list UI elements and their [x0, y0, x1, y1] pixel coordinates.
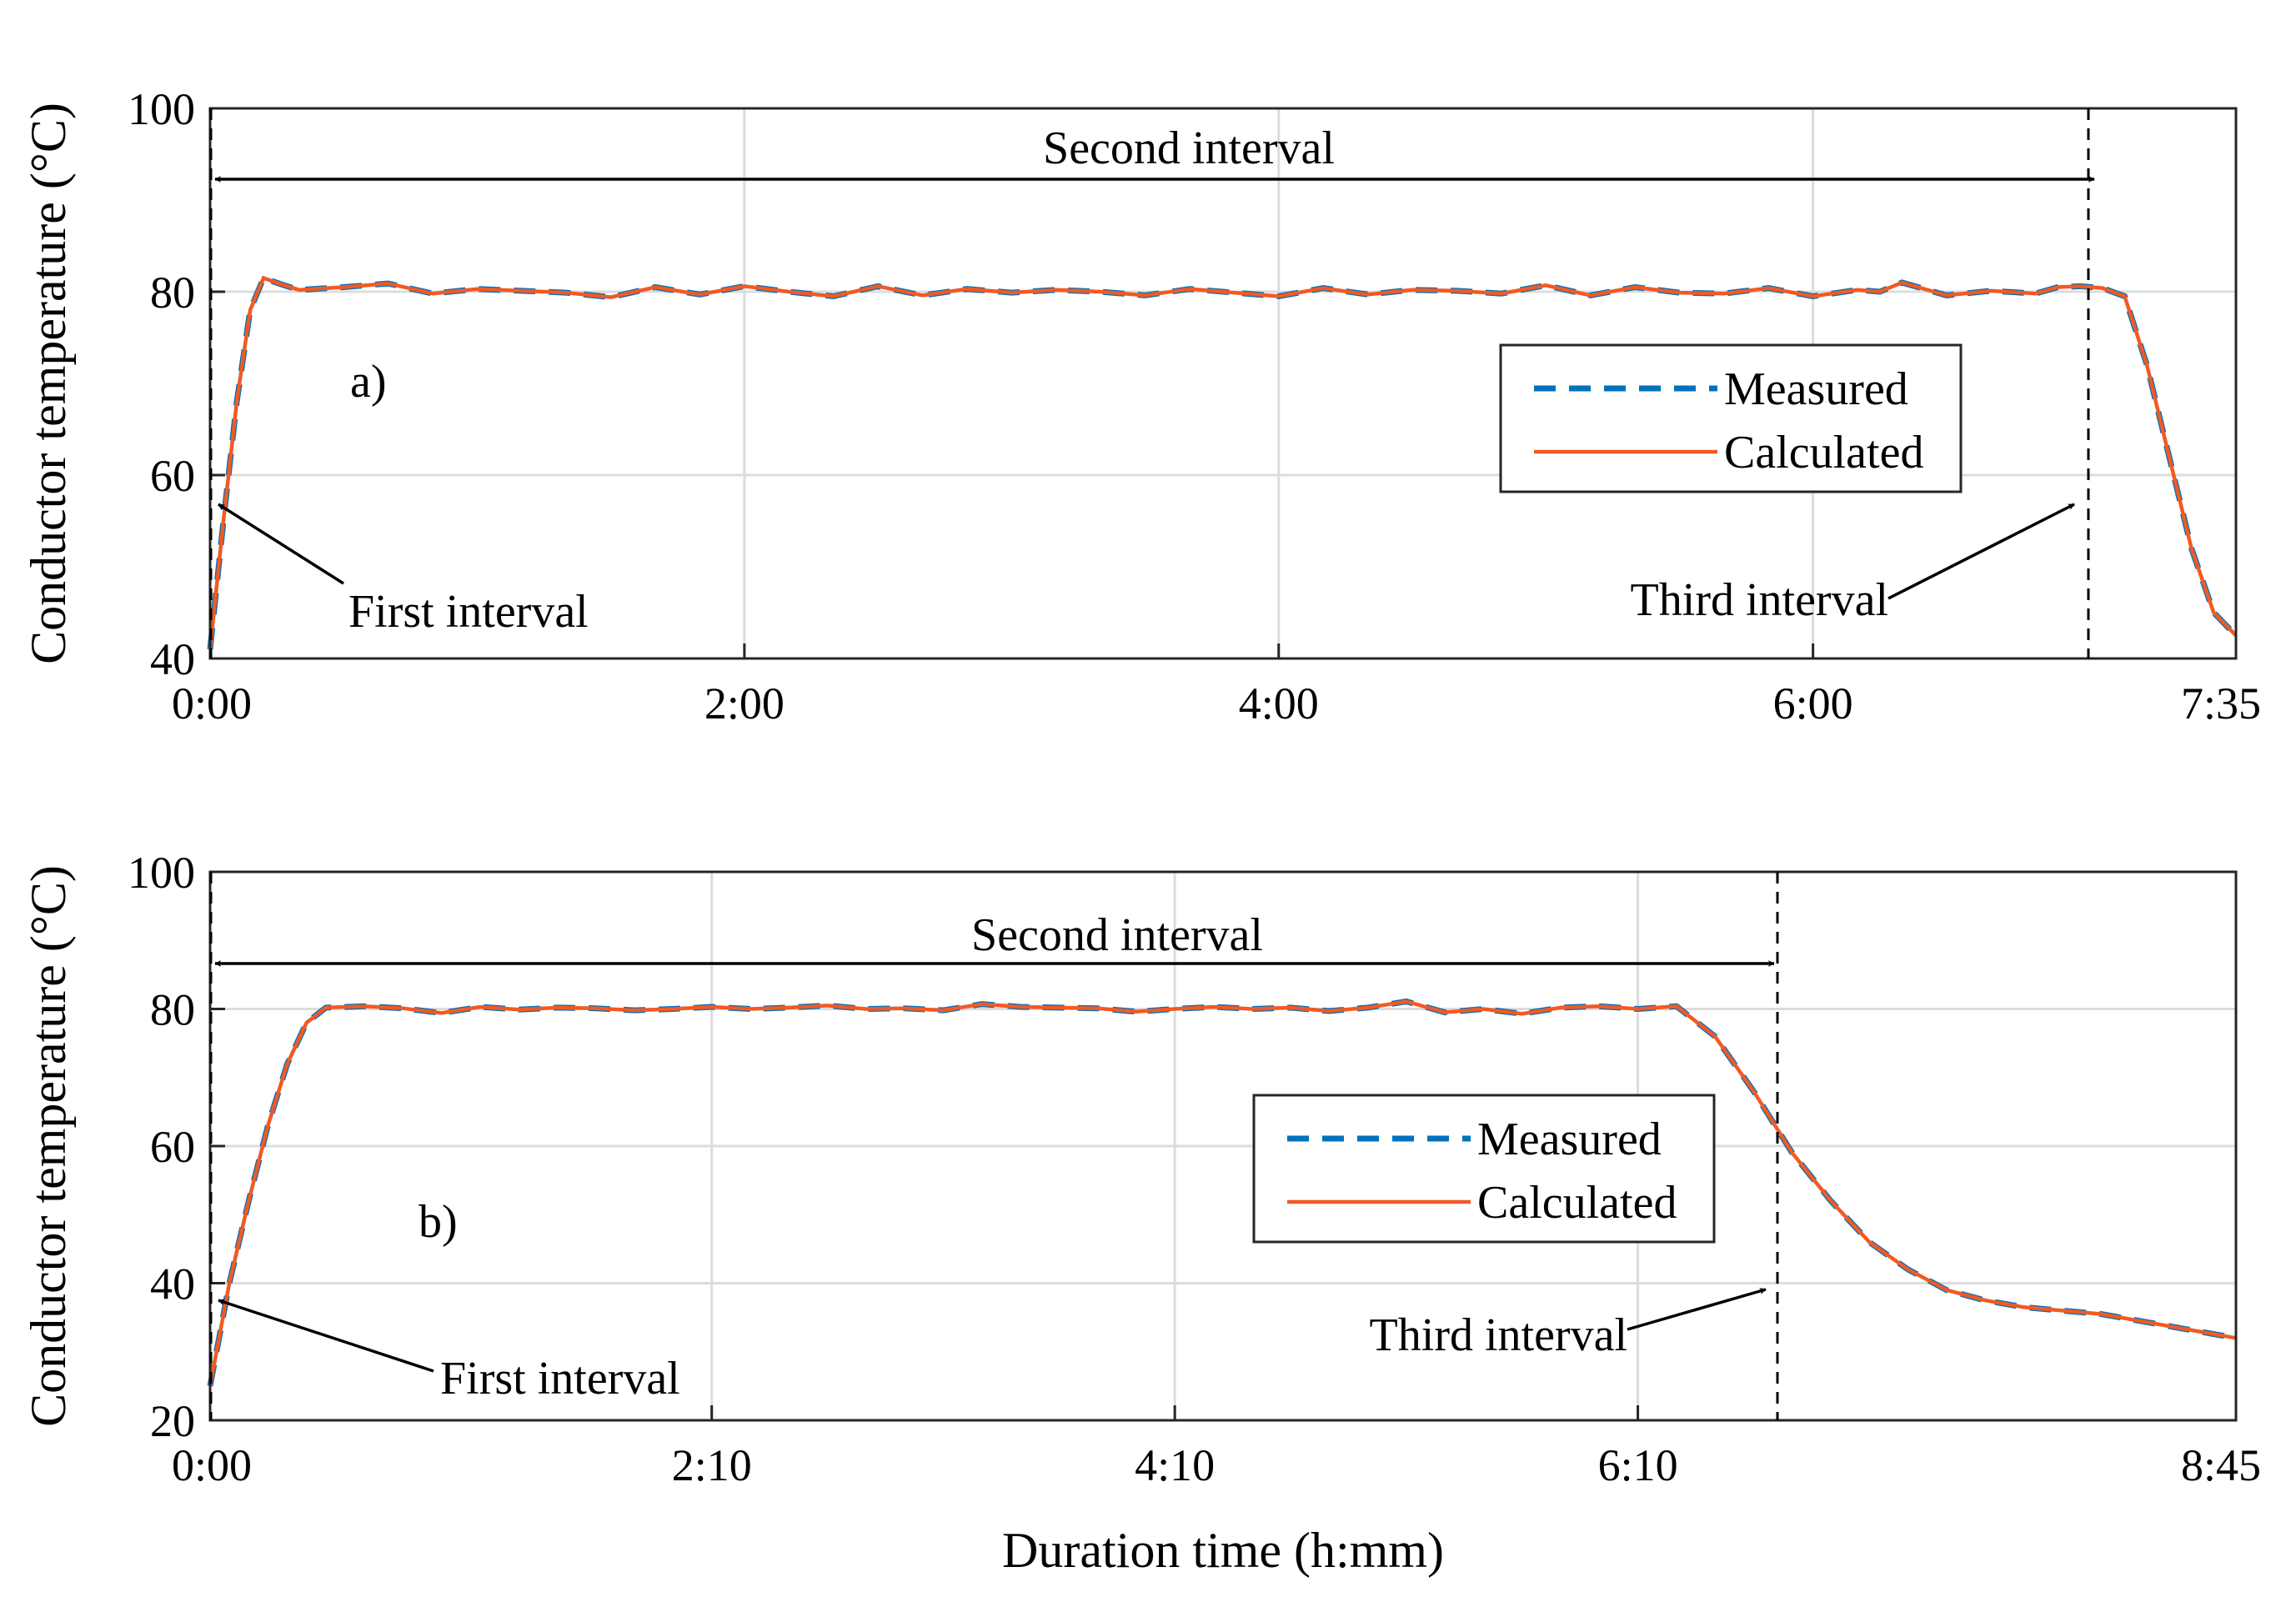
- legend-measured-label-b: Measured: [1477, 1114, 1662, 1165]
- third-interval-label-b: Third interval: [1370, 1309, 1627, 1361]
- x-tick-label-b: 4:10: [1135, 1440, 1215, 1490]
- y-tick-label-a: 60: [150, 451, 195, 501]
- y-tick-label-b: 60: [150, 1122, 195, 1172]
- x-tick-label-a: 0:00: [172, 678, 252, 728]
- x-tick-label-a: 4:00: [1239, 678, 1319, 728]
- legend-b: Measured Calculated: [1252, 1094, 1716, 1244]
- legend-box-b: [1252, 1094, 1716, 1244]
- calculated-line-a: [208, 275, 2238, 650]
- y-tick-label-a: 100: [128, 84, 195, 134]
- legend-box-a: [1499, 343, 1963, 493]
- x-tick-label-a: 2:00: [704, 678, 785, 728]
- y-tick-label-a: 40: [150, 634, 195, 684]
- y-axis-label-b: Conductor temperature (°C): [21, 865, 76, 1427]
- y-tick-label-b: 20: [150, 1396, 195, 1446]
- x-tick-label-b: 8:45: [2181, 1440, 2261, 1490]
- third-interval-label-a: Third interval: [1631, 574, 1888, 626]
- x-tick-label-a: 6:00: [1773, 678, 1853, 728]
- y-axis-label-a: Conductor temperature (°C): [21, 103, 76, 664]
- legend-a: Measured Calculated: [1499, 343, 1963, 493]
- second-interval-label-a: Second interval: [1043, 123, 1335, 174]
- x-tick-label-a: 7:35: [2181, 678, 2261, 728]
- y-tick-label-b: 100: [128, 848, 195, 898]
- first-interval-label-b: First interval: [440, 1353, 680, 1404]
- second-interval-label-b: Second interval: [971, 909, 1263, 961]
- axes-frame-a: [208, 107, 2238, 660]
- panel-label-b: b): [419, 1196, 458, 1248]
- panel-label-a: a): [350, 356, 387, 408]
- third-interval-arrow-b: [1627, 1288, 1767, 1331]
- x-tick-label-b: 2:10: [672, 1440, 752, 1490]
- legend-calculated-label-a: Calculated: [1724, 427, 1923, 478]
- legend-measured-label-a: Measured: [1724, 363, 1908, 415]
- legend-calculated-label-b: Calculated: [1477, 1177, 1677, 1229]
- first-interval-arrow-b: [218, 1299, 434, 1373]
- ticks-a: 0:00 2:00 4:00 6:00 7:35 40 60 80 100: [128, 84, 2261, 728]
- x-tick-label-b: 0:00: [172, 1440, 252, 1490]
- y-tick-label-b: 40: [150, 1259, 195, 1309]
- panel-a: 0:00 2:00 4:00 6:00 7:35 40 60 80 100 Conductor …: [21, 84, 2261, 728]
- panel-b: 0:00 2:10 4:10 6:10 8:45 20 40 60 80 100 Conducto…: [21, 848, 2261, 1578]
- first-interval-label-a: First interval: [348, 586, 589, 638]
- ticks-b: 0:00 2:10 4:10 6:10 8:45 20 40 60 80 100: [128, 848, 2261, 1490]
- x-axis-label: Duration time (h:mm): [1002, 1523, 1444, 1578]
- series-group-a: [207, 274, 2238, 650]
- third-interval-arrow-a: [1887, 503, 2075, 600]
- series-group-b: [207, 998, 2237, 1387]
- x-tick-label-b: 6:10: [1598, 1440, 1678, 1490]
- y-tick-label-b: 80: [150, 985, 195, 1035]
- calculated-line-b: [208, 999, 2237, 1387]
- first-interval-arrow-a: [218, 503, 344, 585]
- y-tick-label-a: 80: [150, 268, 195, 318]
